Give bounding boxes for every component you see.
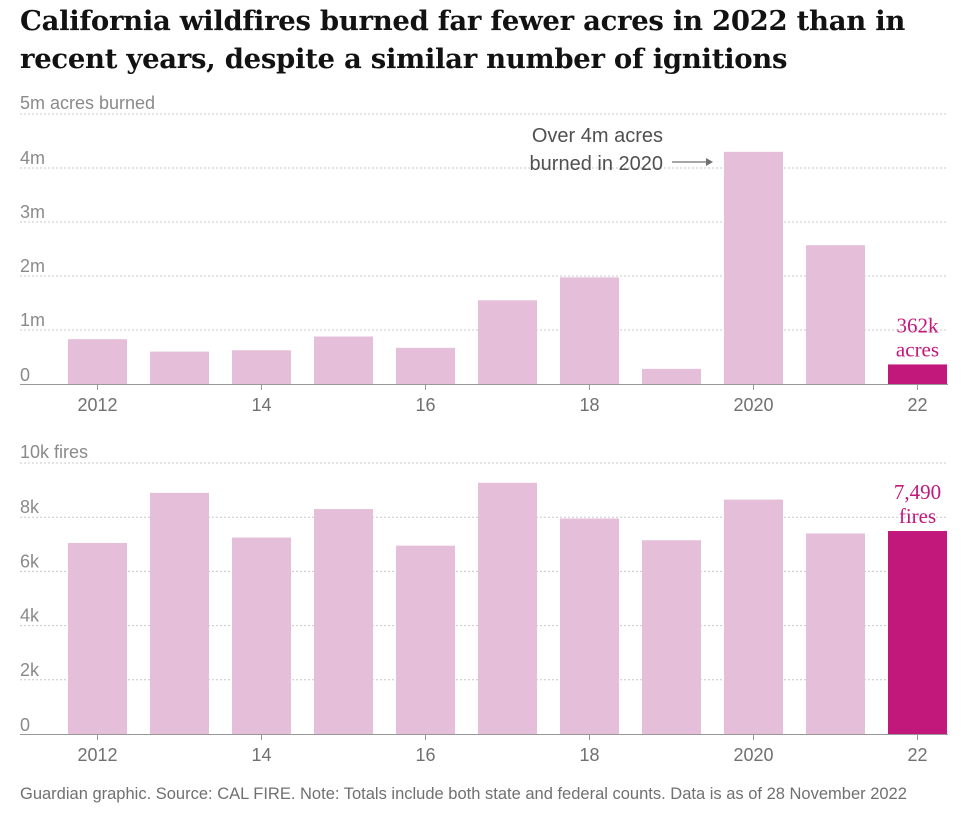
y-tick-label: 2k [20, 660, 40, 680]
bar [888, 364, 947, 384]
y-tick-label: 0 [20, 365, 30, 385]
y-tick-label: 4k [20, 606, 40, 626]
bar [396, 347, 455, 384]
x-tick-label: 2012 [77, 745, 117, 765]
chart-title: California wildfires burned far fewer ac… [20, 5, 906, 75]
bar [314, 509, 373, 734]
y-tick-label: 1m [20, 310, 45, 330]
chart-svg: 5m acres burned 4m 3m 2m 1m 0 2012 14 16 18 2020 22… [20, 93, 948, 765]
bar [314, 336, 373, 384]
bar [560, 518, 619, 734]
highlight-value-label: fires [899, 504, 936, 528]
bar [396, 545, 455, 734]
highlight-value-label: 362k [897, 313, 940, 337]
x-tick-label: 16 [415, 395, 435, 415]
bar [560, 277, 619, 384]
y-tick-label: 3m [20, 202, 45, 222]
bar [68, 339, 127, 384]
x-tick-label: 2020 [733, 745, 773, 765]
x-tick-label: 18 [579, 395, 599, 415]
annotation-arrowhead [706, 158, 713, 166]
y-tick-label: 0 [20, 715, 30, 735]
x-tick-label: 18 [579, 745, 599, 765]
annotation-text: Over 4m acres [532, 125, 663, 147]
y-tick-label: 2m [20, 256, 45, 276]
source-note: Guardian graphic. Source: CAL FIRE. Note… [20, 785, 907, 803]
y-axis-unit-label: 5m acres burned [20, 93, 155, 113]
bar [642, 368, 701, 384]
bar [806, 245, 865, 384]
bar [478, 300, 537, 384]
bar [642, 540, 701, 734]
x-tick-label: 16 [415, 745, 435, 765]
y-tick-label: 4m [20, 148, 45, 168]
bar [478, 482, 537, 734]
bar [724, 499, 783, 734]
bar [150, 351, 209, 384]
bar [232, 350, 291, 384]
bar [806, 533, 865, 734]
x-tick-label: 14 [251, 395, 271, 415]
x-tick-label: 14 [251, 745, 271, 765]
x-tick-label: 2012 [77, 395, 117, 415]
y-tick-label: 8k [20, 497, 40, 517]
y-tick-label: 6k [20, 551, 40, 571]
bar [150, 492, 209, 734]
bar [724, 151, 783, 384]
y-axis-unit-label: 10k fires [20, 442, 88, 462]
x-tick-label: 22 [907, 395, 927, 415]
annotation-text: burned in 2020 [530, 153, 663, 175]
bar [68, 542, 127, 734]
bar [888, 531, 947, 734]
x-tick-label: 2020 [733, 395, 773, 415]
highlight-value-label: 7,490 [894, 480, 941, 504]
bar [232, 537, 291, 734]
highlight-value-label: acres [896, 337, 939, 361]
x-tick-label: 22 [907, 745, 927, 765]
